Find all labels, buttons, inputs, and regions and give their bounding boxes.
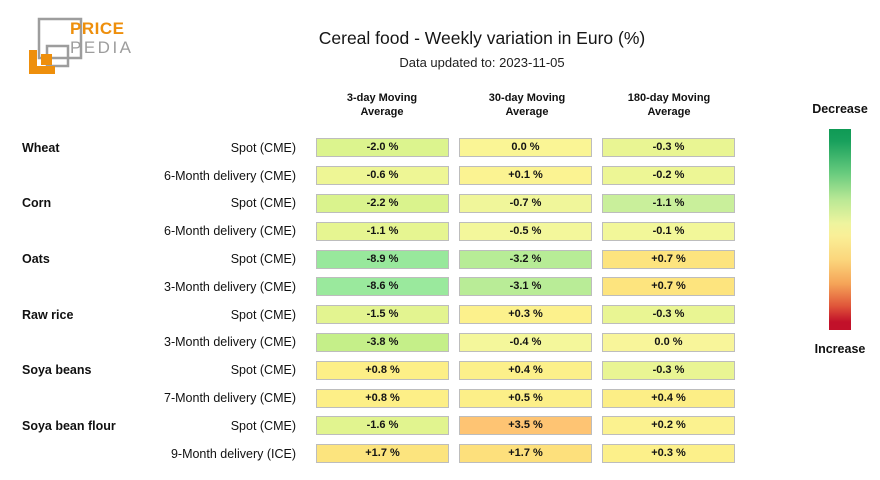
- heatmap-cell: +0.3 %: [602, 444, 735, 464]
- legend-gradient-bar: [829, 129, 851, 330]
- row-group-label: Corn: [22, 196, 52, 211]
- heatmap-cell: -2.0 %: [316, 138, 449, 158]
- heatmap-cell: -1.5 %: [316, 305, 449, 325]
- row-instrument-label: Spot (CME): [230, 196, 296, 211]
- row-group-label: Soya beans: [22, 363, 92, 378]
- heatmap-cell: -1.1 %: [602, 193, 735, 213]
- heatmap-row: Soya beans Spot (CME) +0.8 % +0.4 % -0.3…: [0, 356, 760, 384]
- row-cells: +0.8 % +0.5 % +0.4 %: [316, 388, 735, 408]
- heatmap-cell: 0.0 %: [602, 332, 735, 352]
- column-header-180day: 180-day Moving Average: [627, 92, 711, 119]
- heatmap-cell: -8.9 %: [316, 249, 449, 269]
- heatmap-cell: +0.7 %: [602, 249, 735, 269]
- row-cells: -0.6 % +0.1 % -0.2 %: [316, 166, 735, 186]
- row-instrument-label: Spot (CME): [230, 307, 296, 322]
- column-header-30day: 30-day Moving Average: [488, 92, 566, 119]
- row-instrument-label: 3-Month delivery (CME): [164, 279, 296, 294]
- heatmap-cell: +0.3 %: [459, 305, 592, 325]
- row-group-label: Soya bean flour: [22, 418, 116, 433]
- heatmap-cell: -2.2 %: [316, 193, 449, 213]
- row-cells: -8.9 % -3.2 % +0.7 %: [316, 249, 735, 269]
- row-cells: +1.7 % +1.7 % +0.3 %: [316, 444, 735, 464]
- heatmap-row: Wheat Spot (CME) -2.0 % 0.0 % -0.3 %: [0, 134, 760, 162]
- heatmap-cell: -3.8 %: [316, 332, 449, 352]
- row-cells: +0.8 % +0.4 % -0.3 %: [316, 360, 735, 380]
- row-instrument-label: 6-Month delivery (CME): [164, 168, 296, 183]
- row-cells: -2.0 % 0.0 % -0.3 %: [316, 138, 735, 158]
- heatmap-cell: -0.5 %: [459, 221, 592, 241]
- heatmap-cell: -1.6 %: [316, 416, 449, 436]
- heatmap-row: Corn Spot (CME) -2.2 % -0.7 % -1.1 %: [0, 190, 760, 218]
- heatmap-cell: -0.3 %: [602, 360, 735, 380]
- heatmap-cell: -1.1 %: [316, 221, 449, 241]
- row-group-label: Raw rice: [22, 307, 74, 322]
- chart-subtitle: Data updated to: 2023-11-05: [399, 55, 565, 70]
- row-cells: -8.6 % -3.1 % +0.7 %: [316, 277, 735, 297]
- heatmap-cell: +0.4 %: [602, 388, 735, 408]
- heatmap-cell: -0.3 %: [602, 305, 735, 325]
- row-instrument-label: Spot (CME): [230, 140, 296, 155]
- row-instrument-label: 3-Month delivery (CME): [164, 335, 296, 350]
- row-cells: -1.6 % +3.5 % +0.2 %: [316, 416, 735, 436]
- row-instrument-label: Spot (CME): [230, 418, 296, 433]
- chart-title: Cereal food - Weekly variation in Euro (…: [318, 28, 646, 48]
- heatmap-cell: -8.6 %: [316, 277, 449, 297]
- column-header-3day: 3-day Moving Average: [346, 92, 418, 119]
- legend-increase-label: Increase: [814, 342, 866, 356]
- heatmap-cell: -0.3 %: [602, 138, 735, 158]
- logo-text: PRICE PEDIA: [70, 20, 134, 56]
- heatmap-cell: +0.8 %: [316, 388, 449, 408]
- row-instrument-label: 7-Month delivery (CME): [164, 391, 296, 406]
- heatmap-row: 3-Month delivery (CME) -3.8 % -0.4 % 0.0…: [0, 329, 760, 357]
- pricepedia-logo-icon: [29, 17, 83, 74]
- heatmap-row: Raw rice Spot (CME) -1.5 % +0.3 % -0.3 %: [0, 301, 760, 329]
- row-cells: -1.5 % +0.3 % -0.3 %: [316, 305, 735, 325]
- heatmap-row: 3-Month delivery (CME) -8.6 % -3.1 % +0.…: [0, 273, 760, 301]
- heatmap-cell: -0.6 %: [316, 166, 449, 186]
- heatmap-row: Soya bean flour Spot (CME) -1.6 % +3.5 %…: [0, 412, 760, 440]
- row-cells: -3.8 % -0.4 % 0.0 %: [316, 332, 735, 352]
- pricepedia-logo: PRICE PEDIA: [18, 8, 168, 80]
- heatmap-cell: -0.2 %: [602, 166, 735, 186]
- heatmap-cell: -3.1 %: [459, 277, 592, 297]
- heatmap-cell: +0.4 %: [459, 360, 592, 380]
- heatmap-cell: -3.2 %: [459, 249, 592, 269]
- row-group-label: Oats: [22, 252, 50, 267]
- row-cells: -1.1 % -0.5 % -0.1 %: [316, 221, 735, 241]
- logo-text-price: PRICE: [70, 19, 125, 38]
- heatmap-cell: +0.5 %: [459, 388, 592, 408]
- logo-text-pedia: PEDIA: [70, 38, 134, 57]
- row-instrument-label: 6-Month delivery (CME): [164, 224, 296, 239]
- heatmap-cell: +0.7 %: [602, 277, 735, 297]
- heatmap-cell: +0.1 %: [459, 166, 592, 186]
- row-cells: -2.2 % -0.7 % -1.1 %: [316, 193, 735, 213]
- heatmap-cell: -0.1 %: [602, 221, 735, 241]
- heatmap-rows: Wheat Spot (CME) -2.0 % 0.0 % -0.3 % 6-M…: [0, 134, 760, 468]
- row-instrument-label: Spot (CME): [230, 252, 296, 267]
- heatmap-cell: +0.8 %: [316, 360, 449, 380]
- heatmap-cell: 0.0 %: [459, 138, 592, 158]
- heatmap-cell: +1.7 %: [316, 444, 449, 464]
- heatmap-row: 7-Month delivery (CME) +0.8 % +0.5 % +0.…: [0, 384, 760, 412]
- row-instrument-label: Spot (CME): [230, 363, 296, 378]
- legend-decrease-label: Decrease: [812, 102, 868, 116]
- heatmap-cell: -0.7 %: [459, 193, 592, 213]
- heatmap-row: 6-Month delivery (CME) -1.1 % -0.5 % -0.…: [0, 217, 760, 245]
- row-instrument-label: 9-Month delivery (ICE): [170, 446, 296, 461]
- heatmap-row: 6-Month delivery (CME) -0.6 % +0.1 % -0.…: [0, 162, 760, 190]
- heatmap-cell: -0.4 %: [459, 332, 592, 352]
- row-group-label: Wheat: [22, 140, 60, 155]
- heatmap-row: Oats Spot (CME) -8.9 % -3.2 % +0.7 %: [0, 245, 760, 273]
- heatmap-cell: +1.7 %: [459, 444, 592, 464]
- heatmap-cell: +3.5 %: [459, 416, 592, 436]
- heatmap-cell: +0.2 %: [602, 416, 735, 436]
- heatmap-row: 9-Month delivery (ICE) +1.7 % +1.7 % +0.…: [0, 440, 760, 468]
